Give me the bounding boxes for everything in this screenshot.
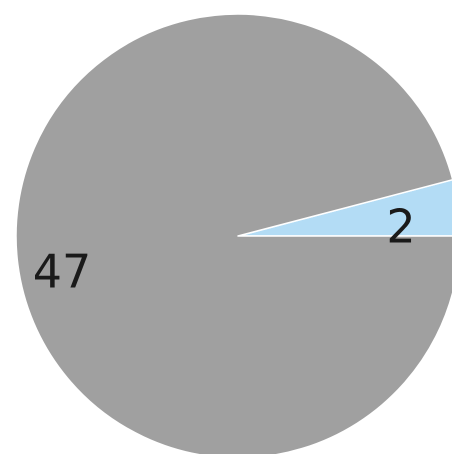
pie-slice-label-2: 2 bbox=[386, 200, 415, 254]
pie-slices bbox=[15, 13, 452, 454]
pie-slice-label-47: 47 bbox=[33, 245, 92, 299]
pie-slice-labels: 2 47 bbox=[33, 200, 416, 299]
pie-slice-47 bbox=[15, 13, 452, 454]
